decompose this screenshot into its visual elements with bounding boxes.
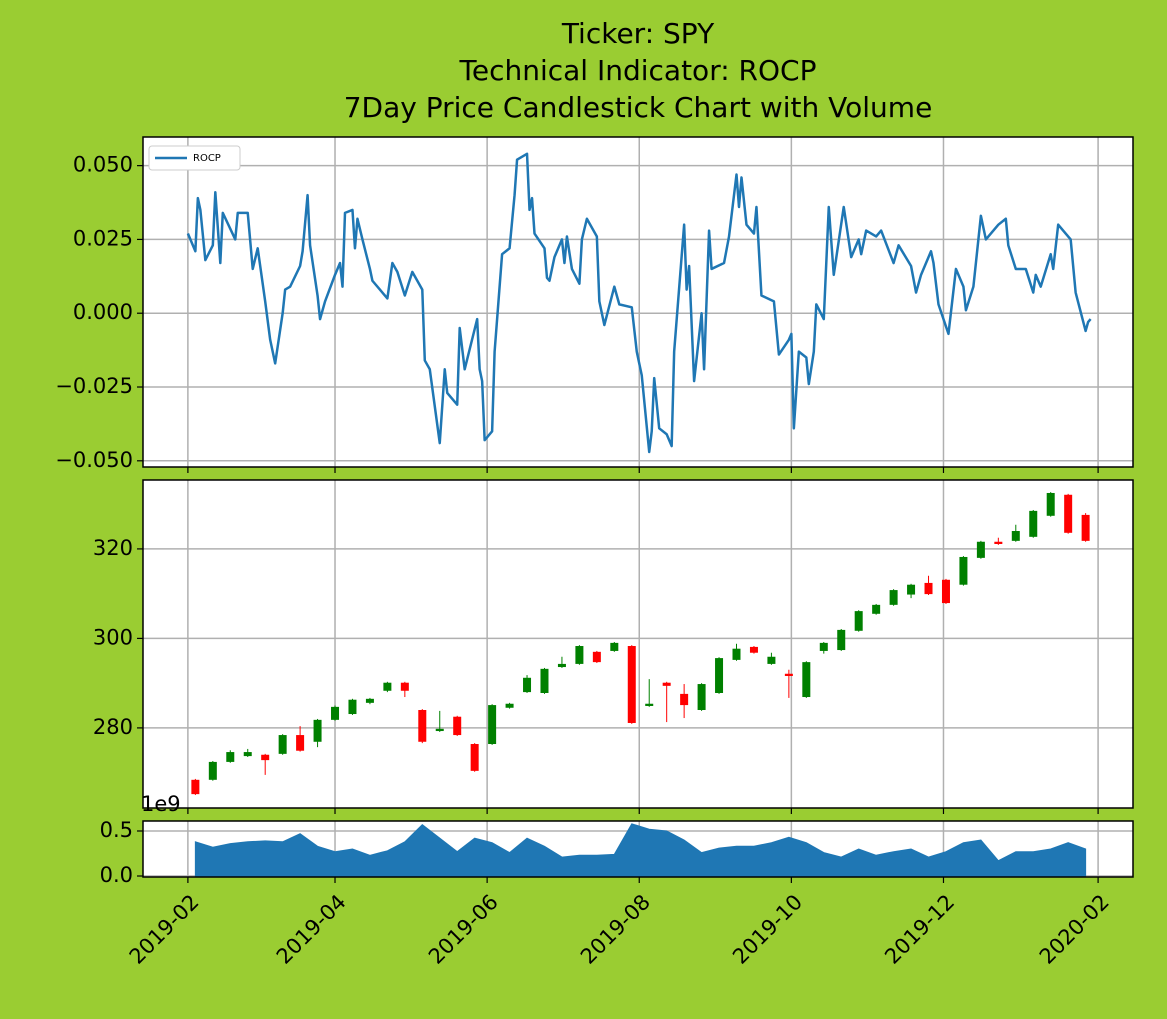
candle-body bbox=[523, 677, 532, 693]
candle-body bbox=[680, 693, 689, 706]
candle-body bbox=[226, 752, 235, 762]
candle-body bbox=[557, 663, 566, 668]
candle-body bbox=[749, 646, 758, 653]
legend-label: ROCP bbox=[193, 153, 221, 164]
y-tick-label: 0.0 bbox=[100, 863, 133, 887]
candle-body bbox=[837, 629, 846, 651]
candle-body bbox=[418, 710, 427, 742]
y-tick-label: 0.000 bbox=[73, 300, 133, 324]
candle-body bbox=[802, 662, 811, 698]
candle-body bbox=[365, 698, 374, 703]
candle-body bbox=[453, 716, 462, 736]
candle-body bbox=[1046, 492, 1055, 516]
candle-body bbox=[1029, 510, 1038, 537]
candle-body bbox=[1081, 514, 1090, 541]
plot-frame bbox=[142, 136, 1134, 468]
candle-body bbox=[959, 556, 968, 585]
candle-body bbox=[627, 646, 636, 723]
candle-body bbox=[994, 541, 1003, 544]
line-series bbox=[186, 152, 1092, 454]
candle-body bbox=[941, 579, 950, 604]
candle-body bbox=[889, 590, 898, 605]
candle-body bbox=[470, 744, 479, 771]
candle-body bbox=[331, 706, 340, 720]
candle-body bbox=[784, 673, 793, 676]
candle-body bbox=[208, 761, 217, 780]
candle-body bbox=[697, 684, 706, 711]
candle-body bbox=[819, 642, 828, 651]
candle-body bbox=[313, 719, 322, 742]
candle-body bbox=[1011, 531, 1020, 541]
y-tick-label: −0.025 bbox=[55, 374, 133, 398]
y-tick-label: 0.050 bbox=[73, 153, 133, 177]
candle-body bbox=[976, 541, 985, 558]
y-tick-label: 0.5 bbox=[100, 818, 133, 842]
plot-area bbox=[143, 137, 1133, 467]
candle-body bbox=[715, 658, 724, 693]
candle-body bbox=[261, 754, 270, 761]
candle-body bbox=[732, 648, 741, 660]
candle-body bbox=[540, 668, 549, 693]
candle-body bbox=[610, 642, 619, 651]
y-offset-label: 1e9 bbox=[141, 792, 181, 816]
candle-body bbox=[872, 604, 881, 614]
candle-body bbox=[383, 682, 392, 691]
candle-body bbox=[854, 611, 863, 631]
plot-area bbox=[143, 480, 1133, 808]
chart-title: Technical Indicator: ROCP bbox=[459, 54, 817, 87]
candle-body bbox=[488, 705, 497, 745]
y-tick-label: −0.050 bbox=[55, 448, 133, 472]
candle-body bbox=[924, 582, 933, 595]
y-tick-label: 320 bbox=[93, 536, 133, 560]
candle-body bbox=[191, 779, 200, 795]
y-tick-label: 280 bbox=[93, 715, 133, 739]
candle-body bbox=[348, 699, 357, 715]
candle-body bbox=[907, 584, 916, 595]
candle-body bbox=[592, 651, 601, 663]
candle-body bbox=[243, 752, 252, 757]
candle-body bbox=[296, 735, 305, 751]
candle-body bbox=[1064, 494, 1073, 533]
y-tick-label: 0.025 bbox=[73, 226, 133, 250]
candle-body bbox=[278, 735, 287, 754]
candle-body bbox=[662, 682, 671, 686]
plot-frame bbox=[142, 479, 1134, 809]
candle-body bbox=[575, 646, 584, 664]
y-tick-label: 300 bbox=[93, 625, 133, 649]
candle-body bbox=[435, 728, 444, 732]
candle-body bbox=[505, 703, 514, 708]
candle-body bbox=[767, 656, 776, 664]
chart-title: 7Day Price Candlestick Chart with Volume bbox=[344, 91, 933, 124]
candle-body bbox=[645, 703, 654, 706]
plot-frame bbox=[142, 820, 1134, 878]
legend-box bbox=[148, 145, 241, 171]
candle-body bbox=[400, 682, 409, 691]
chart-title: Ticker: SPY bbox=[561, 17, 715, 50]
volume-area bbox=[194, 823, 1087, 877]
